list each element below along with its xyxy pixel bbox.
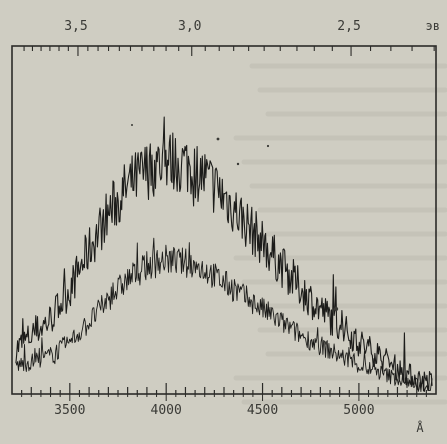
bottom-axis-unit: Å bbox=[416, 420, 424, 435]
bleed-through-text bbox=[233, 63, 447, 405]
spectrum-traces bbox=[15, 116, 433, 393]
spectrum-trace-1 bbox=[15, 116, 433, 392]
top-axis-unit: эв bbox=[426, 19, 440, 33]
scan-specks bbox=[131, 124, 339, 345]
bottom-tick-label: 3500 bbox=[54, 403, 85, 418]
top-axis-tick-labels: 3,5 3,0 2,5 bbox=[64, 19, 361, 34]
top-axis-ticks bbox=[23, 46, 435, 56]
bottom-axis-tick-labels: 3500 4000 4500 5000 bbox=[54, 403, 374, 418]
top-tick-label: 3,0 bbox=[178, 19, 201, 34]
bottom-axis-ticks bbox=[21, 383, 427, 401]
bottom-tick-label: 5000 bbox=[343, 403, 374, 418]
top-tick-label: 2,5 bbox=[337, 19, 360, 34]
bottom-tick-label: 4000 bbox=[151, 403, 182, 418]
bottom-tick-label: 4500 bbox=[247, 403, 278, 418]
spectrum-trace-2 bbox=[15, 237, 433, 393]
top-tick-label: 3,5 bbox=[64, 19, 87, 34]
